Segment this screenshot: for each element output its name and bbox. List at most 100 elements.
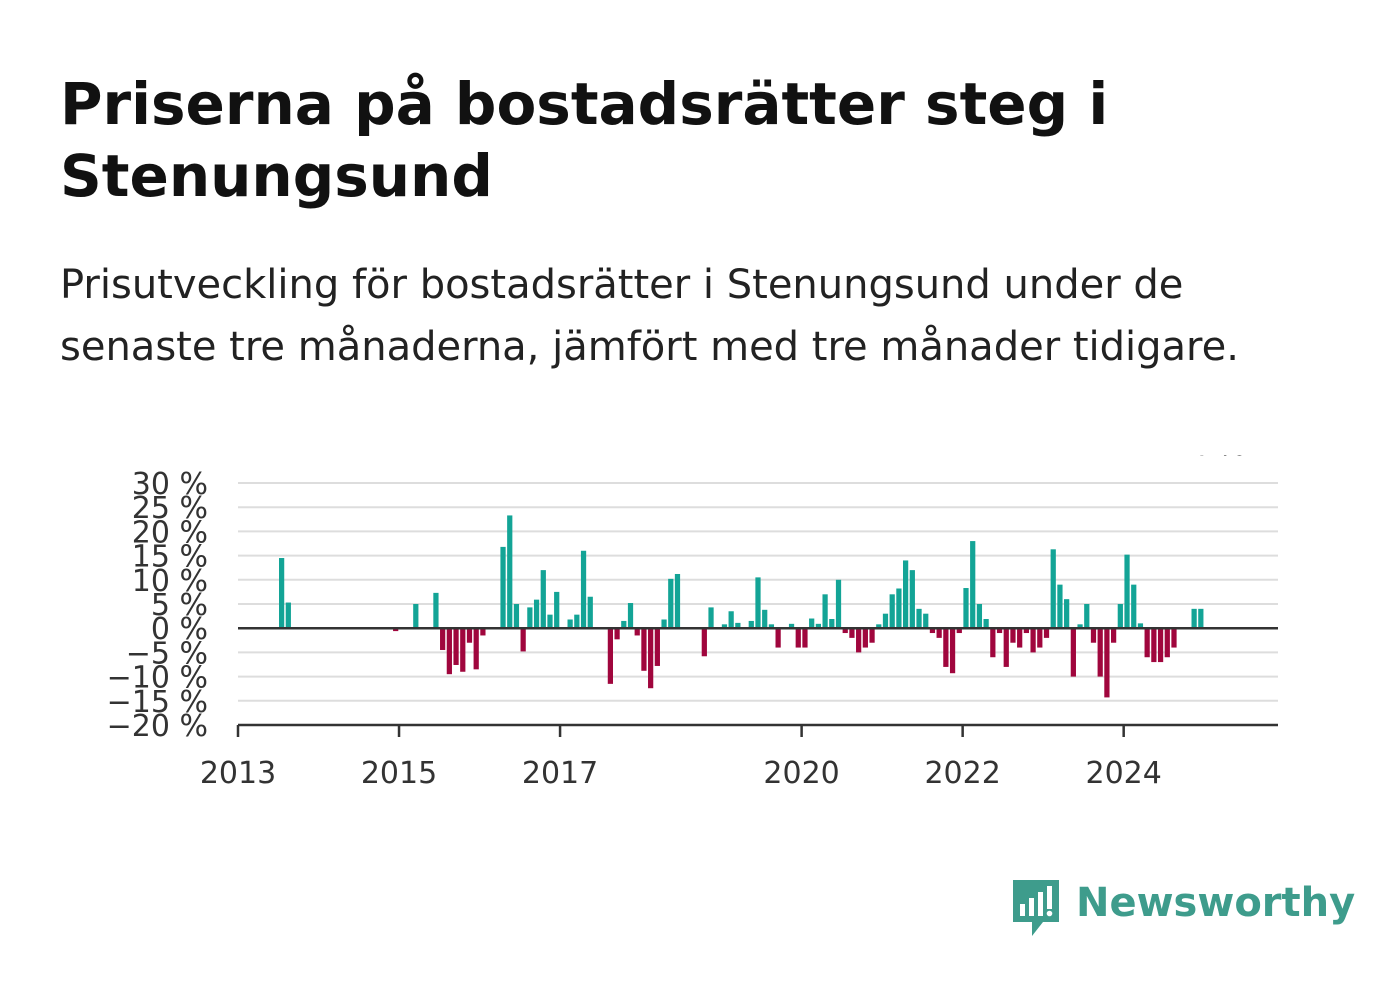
bar: [1117, 604, 1123, 629]
bar: [1097, 628, 1103, 677]
y-tick-label: −5 %: [126, 636, 208, 671]
y-tick-label: 5 %: [151, 588, 208, 623]
bar: [829, 619, 835, 629]
bar: [822, 594, 828, 629]
bar: [943, 628, 949, 667]
bar: [735, 622, 741, 629]
bar: [748, 620, 754, 629]
bar: [755, 577, 761, 629]
bar: [540, 570, 546, 629]
bar: [869, 628, 875, 643]
bar: [775, 628, 781, 648]
bar: [607, 628, 613, 684]
bar: [1191, 608, 1197, 629]
bar: [1064, 599, 1070, 629]
y-tick-label: 0 %: [151, 612, 208, 647]
bar: [1104, 628, 1110, 698]
bar: [882, 613, 889, 629]
bar: [856, 628, 862, 653]
bar: [520, 628, 526, 652]
bar: [990, 628, 996, 658]
axes: 30 %25 %20 %15 %10 %5 %0 %−5 %−10 %−15 %…: [107, 455, 1278, 791]
bar: [1057, 584, 1063, 629]
y-tick-label: 20 %: [132, 515, 208, 550]
y-tick-label: −20 %: [107, 709, 208, 744]
bar: [1030, 628, 1036, 653]
x-tick-label: 2020: [763, 756, 839, 791]
bar: [815, 623, 821, 629]
bar: [1137, 623, 1144, 629]
y-tick-label: 10 %: [132, 564, 208, 599]
bar: [1050, 549, 1056, 629]
bar: [1017, 628, 1023, 648]
brand-name: Newsworthy: [1076, 880, 1356, 926]
bar: [554, 591, 560, 629]
bar: [976, 604, 983, 629]
bar: [533, 599, 540, 629]
bar: [1043, 628, 1050, 638]
bar: [621, 620, 627, 629]
bar: [970, 541, 976, 629]
bar: [949, 628, 956, 674]
bar: [896, 588, 902, 629]
y-tick-label: 30 %: [132, 467, 208, 502]
x-tick-label: 2015: [361, 756, 437, 791]
bar: [923, 613, 929, 629]
bar: [580, 550, 587, 629]
bar: [1037, 628, 1043, 648]
bar: [634, 628, 640, 636]
bar: [1090, 628, 1097, 643]
bar: [614, 628, 620, 640]
bar: [1010, 628, 1016, 643]
bar: [842, 628, 848, 634]
bar: [1077, 624, 1083, 629]
bar: [721, 624, 728, 629]
y-tick-label: −10 %: [107, 661, 208, 696]
x-tick-label: 2013: [200, 756, 276, 791]
y-tick-label: 15 %: [132, 540, 208, 575]
bar: [996, 628, 1003, 634]
bar: [453, 628, 459, 665]
bar: [1131, 584, 1137, 629]
bar: [446, 628, 452, 675]
bar: [641, 628, 647, 671]
bar: [1124, 554, 1130, 629]
bar: [547, 614, 553, 629]
bar: [433, 592, 439, 629]
bar: [1171, 628, 1177, 648]
bar: [413, 604, 419, 629]
bar: [587, 596, 593, 629]
bar: [903, 560, 909, 629]
bar: [1164, 628, 1170, 658]
bar: [507, 515, 513, 629]
bar: [876, 624, 882, 629]
bars: [279, 515, 1204, 698]
y-tick-label: 25 %: [132, 491, 208, 526]
bar: [460, 628, 466, 672]
bar: [1003, 628, 1009, 667]
bar: [440, 628, 446, 650]
bar: [936, 628, 942, 638]
bar: [1151, 628, 1157, 663]
bar: [473, 628, 479, 670]
bar: [1144, 628, 1150, 658]
bar: [654, 628, 660, 666]
bar: [956, 628, 962, 634]
bar: [909, 570, 915, 629]
bar: [728, 611, 734, 629]
page-subtitle: Prisutveckling för bostadsrätter i Stenu…: [60, 262, 1239, 370]
bar: [661, 619, 667, 629]
x-tick-label: 2017: [522, 756, 598, 791]
bar: [862, 628, 868, 648]
bar: [513, 604, 520, 629]
bar: [1111, 628, 1117, 643]
bar: [701, 628, 707, 657]
newsworthy-logo: Newsworthy: [1010, 878, 1355, 942]
bar: [849, 628, 855, 638]
bar: [1023, 628, 1029, 634]
bar: [795, 628, 801, 648]
bar: [983, 619, 989, 629]
bar: [567, 619, 573, 629]
bar: [279, 558, 285, 629]
x-tick-label: 2022: [924, 756, 1000, 791]
